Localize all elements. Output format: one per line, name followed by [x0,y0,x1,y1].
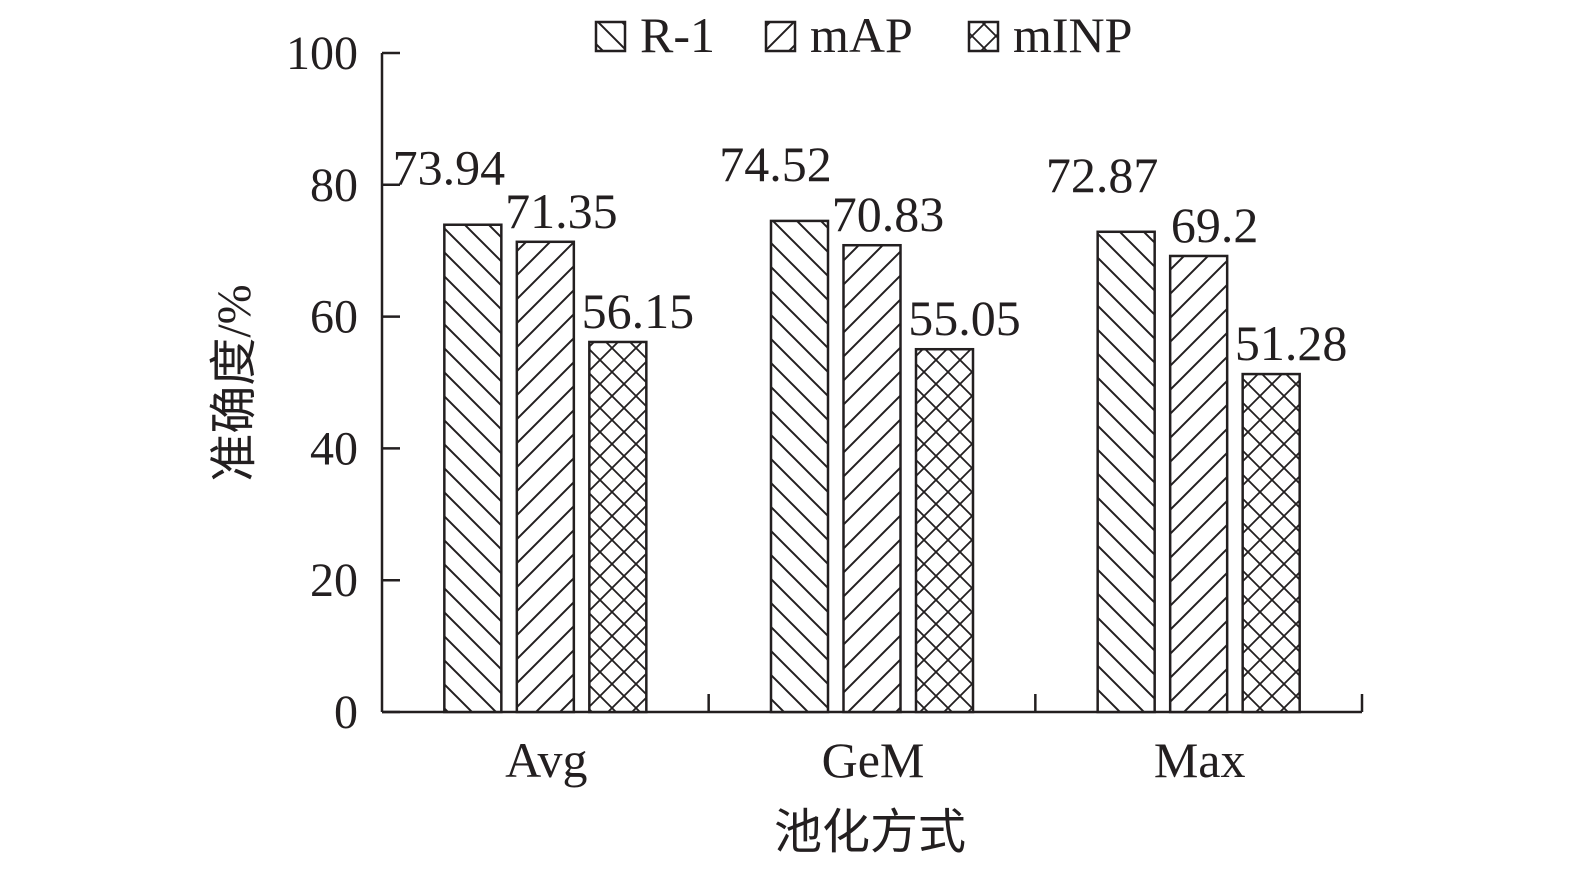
y-tick-label: 80 [310,159,358,212]
x-axis-title: 池化方式 [774,806,966,859]
data-label: 56.15 [582,283,695,339]
bar-mAP-Avg [515,240,576,714]
data-label: 74.52 [719,136,832,192]
legend-label: mINP [1013,7,1132,63]
data-label: 55.05 [908,290,1021,346]
legend-label: mAP [810,7,913,63]
data-label: 71.35 [505,183,618,239]
bar-R-1-Max [1096,230,1156,714]
bar-mAP-Max [1168,254,1229,714]
bars [443,219,1301,714]
y-tick-label: 20 [310,554,358,607]
y-tick-label: 60 [310,291,358,344]
x-tick-label: Max [1154,732,1246,788]
value-labels: 73.94 74.52 72.87 71.35 70.83 69.2 56.15 55.05 5… [393,136,1348,371]
data-label: 72.87 [1046,147,1159,203]
legend-swatch-R-1 [594,20,627,53]
data-label: 70.83 [832,186,945,242]
bar-mINP-GeM [914,347,975,714]
legend: R-1 mAP mINP [594,7,1132,63]
y-tick-label: 0 [334,686,358,739]
bar-R-1-Avg [443,223,503,714]
y-tick-label: 40 [310,422,358,475]
data-label: 73.94 [393,140,506,196]
legend-swatch-mINP [967,20,1000,53]
data-label: 51.28 [1235,315,1348,371]
bar-R-1-GeM [769,219,830,714]
bar-mINP-Max [1241,372,1301,714]
y-axis-title: 准确度/% [208,284,261,481]
legend-swatch-mAP [764,20,797,53]
x-tick-label: Avg [505,732,587,788]
x-tick-label: GeM [822,732,925,788]
bar-mAP-GeM [842,243,902,714]
legend-label: R-1 [640,7,715,63]
y-tick-label: 100 [286,27,358,80]
axes: 0 20 40 60 80 100 Avg GeM Max [286,27,1364,788]
bar-mINP-Avg [588,340,648,714]
data-label: 69.2 [1171,197,1259,253]
